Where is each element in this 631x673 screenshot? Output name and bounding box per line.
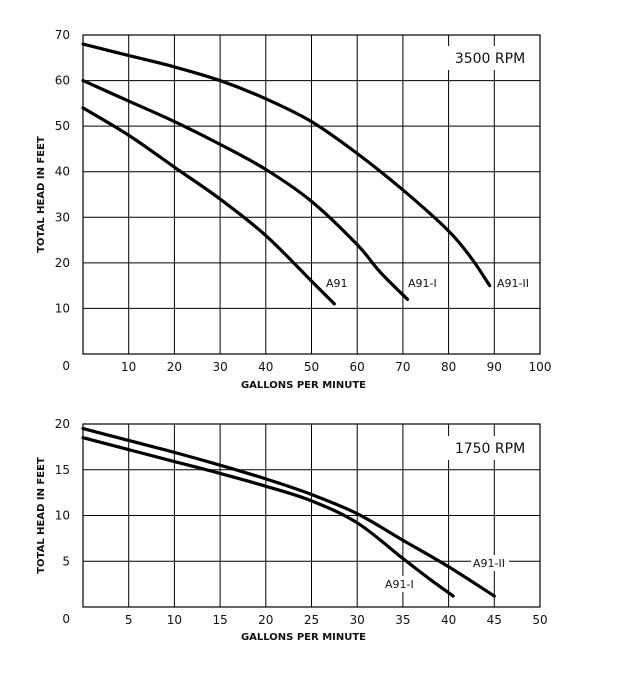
series-label-bg [324, 275, 352, 291]
y-tick-label: 15 [55, 463, 70, 477]
x-tick-label: 45 [487, 613, 502, 627]
chart-3500-rpm: 0 10 20 30 40 50 60 70 10 20 30 40 50 60 70 80 90 100 GALL… [36, 28, 551, 391]
y-tick-label: 50 [55, 119, 70, 133]
x-tick-label: 50 [304, 360, 319, 374]
y-tick-label: 10 [55, 301, 70, 315]
x-tick-label: 20 [258, 613, 273, 627]
series-label-bg [471, 555, 509, 571]
series-line-a91-ii [81, 42, 492, 288]
series-line-a91-i [81, 436, 455, 598]
plot-frame [82, 34, 541, 355]
chart-title: 1750 RPM [455, 441, 525, 457]
y-tick-label: 40 [55, 165, 70, 179]
x-tick-label: 25 [304, 613, 319, 627]
rpm-label-bg [446, 436, 534, 460]
series-label-a91-i: A91-I [408, 277, 437, 290]
x-tick-label: 35 [395, 613, 410, 627]
series-label-bg [495, 275, 533, 291]
x-tick-label: 60 [350, 360, 365, 374]
chart-title: 3500 RPM [455, 51, 525, 67]
x-axis-title: GALLONS PER MINUTE [241, 380, 366, 391]
series-line-a91-i [81, 78, 410, 301]
series-line-a91-ii [81, 426, 496, 598]
x-tick-label: 50 [532, 613, 547, 627]
plot-frame [82, 423, 541, 608]
x-tick-label: 20 [167, 360, 182, 374]
series-label-a91: A91 [326, 277, 348, 290]
y-tick-label: 10 [55, 509, 70, 523]
chart-1750-rpm: 0 5 10 15 20 5 10 15 20 25 30 35 40 45 50 GALLONS PER M… [36, 417, 548, 643]
y-tick-label: 30 [55, 210, 70, 224]
y-tick-label: 0 [62, 359, 70, 373]
x-tick-label: 100 [529, 360, 552, 374]
series-label-bg [406, 275, 442, 291]
x-axis-title: GALLONS PER MINUTE [241, 632, 366, 643]
series-label-a91-ii: A91-II [473, 557, 505, 570]
x-tick-label: 15 [212, 613, 227, 627]
x-tick-label: 5 [125, 613, 133, 627]
series-label-bg [383, 576, 419, 592]
y-axis-title: TOTAL HEAD IN FEET [36, 136, 47, 253]
x-tick-label: 30 [212, 360, 227, 374]
series-line-a91 [81, 106, 336, 306]
x-tick-label: 90 [487, 360, 502, 374]
y-tick-label: 0 [62, 612, 70, 626]
y-tick-label: 70 [55, 28, 70, 42]
x-tick-label: 40 [441, 613, 456, 627]
rpm-label-bg [446, 46, 534, 70]
y-tick-label: 20 [55, 256, 70, 270]
x-tick-label: 10 [121, 360, 136, 374]
x-tick-label: 10 [167, 613, 182, 627]
series-label-a91-i: A91-I [385, 578, 414, 591]
x-tick-label: 40 [258, 360, 273, 374]
y-tick-label: 5 [62, 554, 70, 568]
x-tick-label: 30 [350, 613, 365, 627]
x-tick-label: 70 [395, 360, 410, 374]
y-tick-label: 20 [55, 417, 70, 431]
series-label-a91-ii: A91-II [497, 277, 529, 290]
x-tick-label: 80 [441, 360, 456, 374]
y-axis-title: TOTAL HEAD IN FEET [36, 457, 47, 574]
y-tick-label: 60 [55, 74, 70, 88]
